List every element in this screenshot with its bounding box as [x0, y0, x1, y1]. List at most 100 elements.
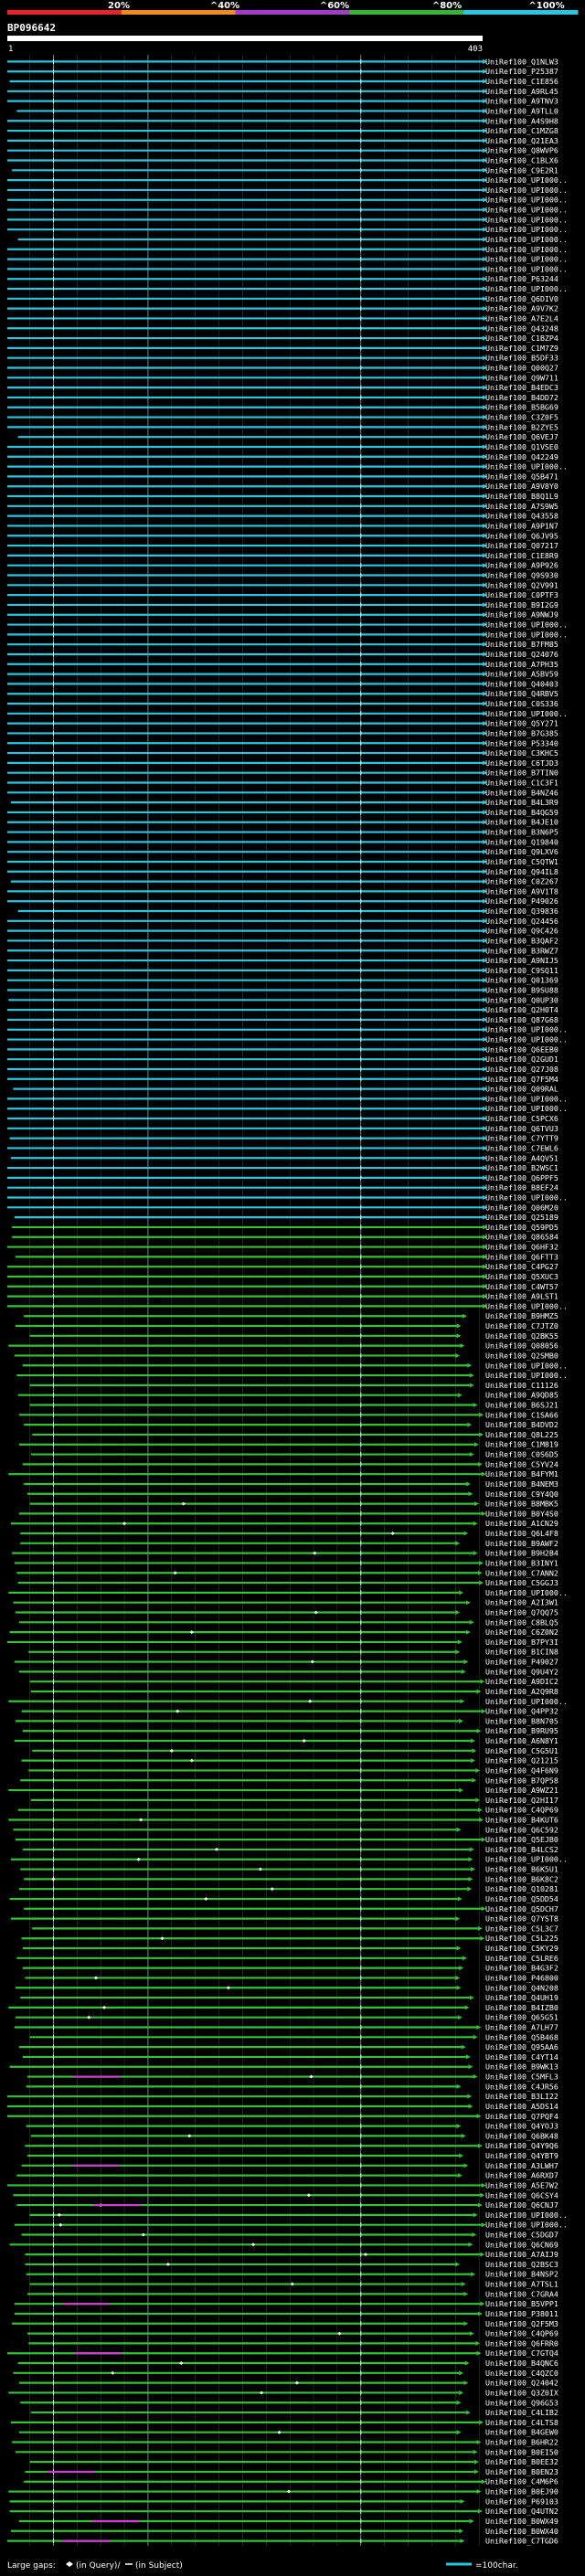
- hit-row[interactable]: UniRef100_A6RXD7: [16, 2171, 558, 2180]
- hit-label[interactable]: UniRef100_B4QG59: [485, 808, 558, 817]
- hit-label[interactable]: UniRef100_B9H2B4: [485, 1549, 558, 1558]
- hit-label[interactable]: UniRef100_A4QV51: [485, 1153, 558, 1162]
- hit-row[interactable]: UniRef100_UPI000..: [7, 1025, 568, 1034]
- hit-label[interactable]: UniRef100_Q00Q27: [485, 364, 558, 373]
- hit-row[interactable]: UniRef100_C4JR56: [26, 2082, 558, 2091]
- hit-label[interactable]: UniRef100_UPI000..: [485, 1025, 568, 1034]
- hit-row[interactable]: UniRef100_C8BLQ5: [18, 1617, 558, 1627]
- hit-label[interactable]: UniRef100_Q4RBV5: [485, 689, 558, 698]
- hit-label[interactable]: UniRef100_C1M819: [485, 1440, 558, 1449]
- hit-label[interactable]: UniRef100_Q27J08: [485, 1065, 558, 1074]
- hit-label[interactable]: UniRef100_A9NIJ5: [485, 956, 558, 965]
- hit-row[interactable]: UniRef100_Q6CN69: [9, 2240, 558, 2249]
- hit-row[interactable]: UniRef100_A9QD85: [17, 1391, 558, 1400]
- hit-row[interactable]: UniRef100_C6Z0N2: [9, 1627, 558, 1637]
- hit-label[interactable]: UniRef100_UPI000..: [485, 620, 568, 630]
- hit-label[interactable]: UniRef100_Q2V991: [485, 580, 558, 589]
- hit-row[interactable]: UniRef100_C0S336: [7, 699, 558, 708]
- hit-label[interactable]: UniRef100_Q87G68: [485, 1015, 558, 1024]
- hit-label[interactable]: UniRef100_UPI000..: [485, 245, 568, 254]
- hit-row[interactable]: UniRef100_B8N705: [16, 1716, 558, 1725]
- hit-row[interactable]: UniRef100_B8MBK5: [29, 1500, 558, 1509]
- hit-label[interactable]: UniRef100_Q39836: [485, 906, 558, 916]
- hit-label[interactable]: UniRef100_Q96G53: [485, 2398, 558, 2407]
- hit-row[interactable]: UniRef100_B3QAF2: [7, 936, 558, 945]
- hit-row[interactable]: UniRef100_Q7PQF4: [7, 2112, 558, 2121]
- hit-row[interactable]: UniRef100_Q4RBV5: [7, 689, 558, 698]
- hit-label[interactable]: UniRef100_C5L225: [485, 1934, 558, 1943]
- hit-row[interactable]: UniRef100_UPI000..: [8, 1697, 568, 1706]
- hit-row[interactable]: UniRef100_C9E2R1: [12, 165, 558, 175]
- hit-label[interactable]: UniRef100_P38011: [485, 2309, 558, 2318]
- hit-label[interactable]: UniRef100_Q7PQF4: [485, 2112, 558, 2121]
- hit-row[interactable]: UniRef100_Q6EEB0: [7, 1044, 558, 1054]
- hit-label[interactable]: UniRef100_A9TLL0: [485, 106, 558, 115]
- hit-row[interactable]: UniRef100_UPI000..: [7, 255, 568, 264]
- hit-label[interactable]: UniRef100_Q25189: [485, 1213, 558, 1222]
- hit-label[interactable]: UniRef100_Q19840: [485, 837, 558, 846]
- hit-label[interactable]: UniRef100_B3RWZ7: [485, 946, 558, 955]
- hit-label[interactable]: UniRef100_C0Z267: [485, 877, 558, 886]
- hit-row[interactable]: UniRef100_UPI000..: [7, 206, 568, 215]
- hit-label[interactable]: UniRef100_C5PCX6: [485, 1114, 558, 1123]
- hit-label[interactable]: UniRef100_B7TIN0: [485, 769, 558, 778]
- hit-row[interactable]: UniRef100_Q2BK55: [29, 1331, 558, 1341]
- hit-label[interactable]: UniRef100_UPI000..: [485, 1697, 568, 1706]
- hit-label[interactable]: UniRef100_Q5DCH7: [485, 1904, 558, 1913]
- hit-label[interactable]: UniRef100_C4QP69: [485, 1806, 558, 1815]
- hit-label[interactable]: UniRef100_B0WX49: [485, 2517, 558, 2526]
- hit-label[interactable]: UniRef100_UPI000..: [485, 1094, 568, 1103]
- hit-label[interactable]: UniRef100_C5KY29: [485, 1944, 558, 1953]
- hit-label[interactable]: UniRef100_Q95AA6: [485, 2042, 558, 2051]
- hit-row[interactable]: UniRef100_B0WX49: [18, 2517, 558, 2526]
- hit-label[interactable]: UniRef100_B4LCS2: [485, 1845, 558, 1854]
- hit-row[interactable]: UniRef100_Q3Z0IX: [8, 2388, 558, 2397]
- hit-row[interactable]: UniRef100_Q9U4Y2: [18, 1667, 558, 1676]
- hit-row[interactable]: UniRef100_A7AIJ9: [25, 2250, 558, 2259]
- hit-row[interactable]: UniRef100_Q4UH19: [20, 1993, 558, 2002]
- hit-row[interactable]: UniRef100_P46800: [25, 1973, 558, 1982]
- hit-label[interactable]: UniRef100_UPI000..: [485, 225, 568, 234]
- hit-label[interactable]: UniRef100_C6TJD3: [485, 758, 558, 768]
- hit-label[interactable]: UniRef100_C5YV24: [485, 1459, 558, 1468]
- hit-row[interactable]: UniRef100_Q6TVU3: [7, 1124, 558, 1133]
- hit-label[interactable]: UniRef100_Q6L4F8: [485, 1529, 558, 1538]
- hit-label[interactable]: UniRef100_C4QP69: [485, 2329, 558, 2338]
- hit-label[interactable]: UniRef100_B4IZB0: [485, 2003, 558, 2012]
- hit-label[interactable]: UniRef100_UPI000..: [485, 2221, 568, 2230]
- hit-row[interactable]: UniRef100_A9P926: [7, 561, 558, 570]
- hit-label[interactable]: UniRef100_B4KUT6: [485, 1816, 558, 1825]
- hit-label[interactable]: UniRef100_A7E2L4: [485, 313, 558, 323]
- hit-label[interactable]: UniRef100_C9Y4Q0: [485, 1489, 558, 1499]
- hit-row[interactable]: UniRef100_B9H2B4: [12, 1549, 558, 1558]
- hit-row[interactable]: UniRef100_B4G3F2: [22, 1964, 558, 1973]
- hit-row[interactable]: UniRef100_B3RWZ7: [7, 946, 558, 955]
- hit-label[interactable]: UniRef100_B5BG69: [485, 403, 558, 412]
- hit-label[interactable]: UniRef100_B3LI22: [485, 2092, 558, 2101]
- hit-label[interactable]: UniRef100_Q10281: [485, 1884, 558, 1893]
- hit-label[interactable]: UniRef100_Q4UH19: [485, 1993, 558, 2002]
- hit-row[interactable]: UniRef100_C7ANN2: [16, 1568, 558, 1577]
- hit-row[interactable]: UniRef100_C7GTQ4: [7, 2348, 558, 2358]
- hit-row[interactable]: UniRef100_Q9S930: [7, 571, 558, 580]
- hit-row[interactable]: UniRef100_UPI000..: [22, 1361, 568, 1370]
- hit-row[interactable]: UniRef100_A9V1T8: [7, 886, 558, 896]
- hit-row[interactable]: UniRef100_C1E856: [9, 77, 558, 86]
- hit-row[interactable]: UniRef100_C1M819: [18, 1440, 558, 1449]
- hit-row[interactable]: UniRef100_C3KHC5: [7, 748, 558, 758]
- hit-row[interactable]: UniRef100_Q5B471: [7, 472, 558, 481]
- hit-row[interactable]: UniRef100_Q2BSC3: [25, 2260, 558, 2269]
- hit-row[interactable]: UniRef100_C7JTZ0: [16, 1321, 558, 1330]
- hit-label[interactable]: UniRef100_P25387: [485, 67, 558, 76]
- hit-row[interactable]: UniRef100_C7TGD6: [7, 2537, 558, 2546]
- hit-row[interactable]: UniRef100_Q08056: [8, 1341, 558, 1351]
- hit-label[interactable]: UniRef100_Q2F5M3: [485, 2319, 558, 2328]
- hit-row[interactable]: UniRef100_B3LI22: [7, 2092, 558, 2101]
- hit-row[interactable]: UniRef100_B9WK13: [9, 2062, 558, 2072]
- hit-row[interactable]: UniRef100_UPI000..: [7, 709, 568, 718]
- hit-row[interactable]: UniRef100_B8EF24: [7, 1183, 558, 1193]
- hit-label[interactable]: UniRef100_B6K8C2: [485, 1874, 558, 1883]
- hit-row[interactable]: UniRef100_A6N8Y1: [14, 1736, 558, 1745]
- hit-label[interactable]: UniRef100_C1C3F1: [485, 779, 558, 788]
- hit-label[interactable]: UniRef100_C0PTF3: [485, 590, 558, 599]
